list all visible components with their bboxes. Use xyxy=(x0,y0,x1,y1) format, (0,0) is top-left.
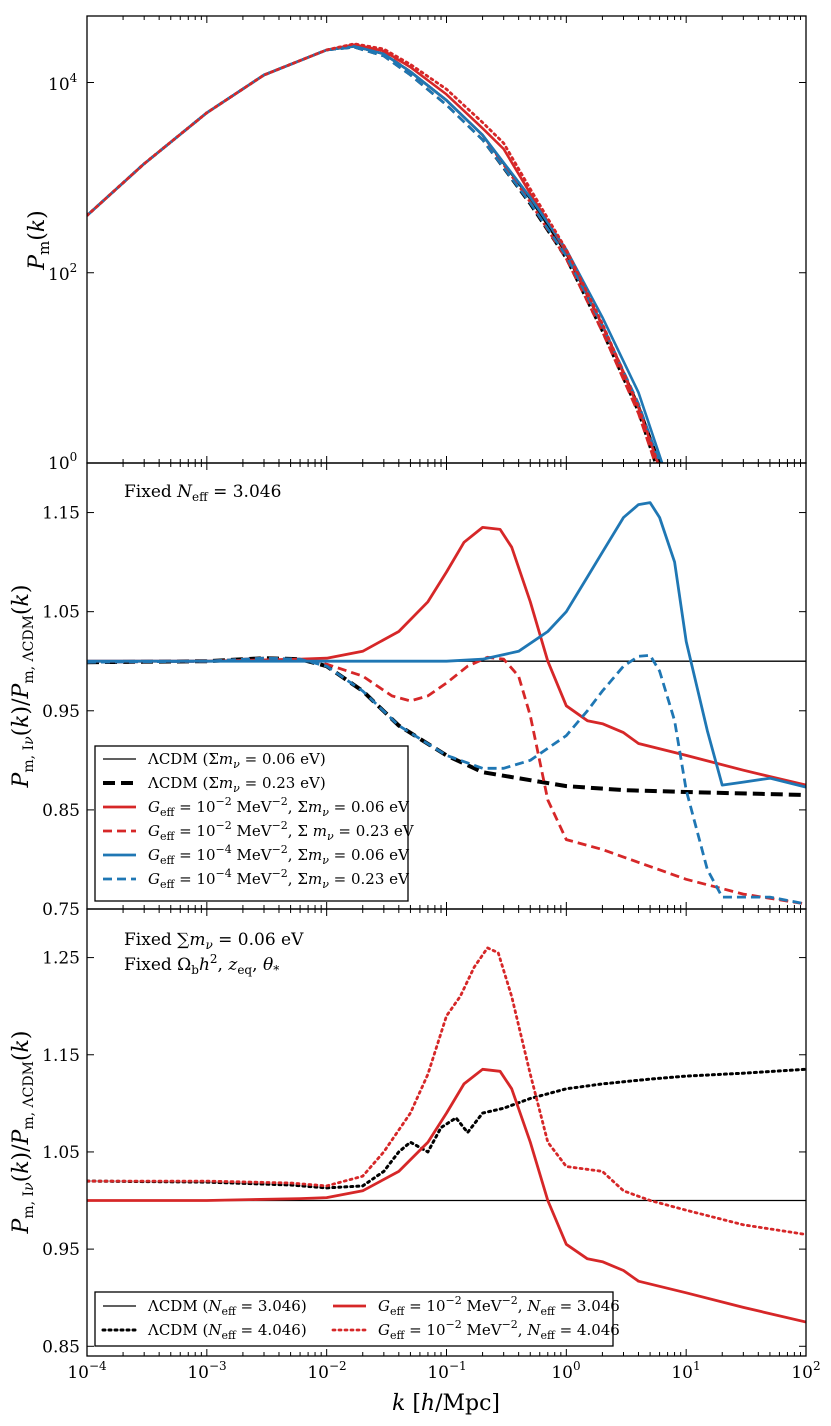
legend-label-lcdm-neff3: ΛCDM (Neff = 3.046) xyxy=(147,1297,307,1318)
ytick-label: 0.85 xyxy=(42,801,80,821)
xtick-label-1e-2: 10−2 xyxy=(307,1359,346,1383)
series-line-2-2 xyxy=(87,1067,806,1324)
ytick-label: 1.15 xyxy=(42,1046,80,1066)
series-line-0-4 xyxy=(87,44,664,463)
ytick-labels-bottom: 0.85 0.95 1.05 1.15 1.25 xyxy=(42,949,80,1358)
y-axis-label-top: Pm(k) xyxy=(25,210,53,271)
annotation-fixed-neff: Fixed Neff = 3.046 xyxy=(124,482,281,504)
xtick-label-1e0: 100 xyxy=(551,1359,580,1383)
ytick-label: 1.15 xyxy=(42,504,80,524)
ytick-label: 0.95 xyxy=(42,1240,80,1260)
frame-top xyxy=(86,15,807,464)
panel-top: 104 102 100 Pm(k) xyxy=(25,15,807,474)
legend-middle: ΛCDM (Σmν = 0.06 eV) ΛCDM (Σmν = 0.23 eV… xyxy=(94,745,415,902)
y-axis-label-middle: Pm, Iν(k)/Pm, ΛCDM(k) xyxy=(9,585,37,789)
series-line-1-2 xyxy=(87,526,806,787)
ticks-top xyxy=(86,16,807,464)
legend-label-geff2-023: Geff = 10−2 MeV−2, Σ mν = 0.23 eV xyxy=(148,819,415,843)
legend-label-geff2-006: Geff = 10−2 MeV−2, Σmν = 0.06 eV xyxy=(148,795,410,819)
panel-bottom: 0.85 0.95 1.05 1.15 1.25 Fixed ∑mν = 0.06 eV… xyxy=(9,908,821,1416)
ticks-bottom xyxy=(86,909,807,1356)
series-line-0-6 xyxy=(87,42,660,463)
series-group-middle xyxy=(87,501,806,906)
series-group-top xyxy=(87,42,664,463)
legend-label-geff-neff3: Geff = 10−2 MeV−2, Neff = 3.046 xyxy=(378,1294,620,1318)
annotation-fixed-omegab: Fixed Ωbh2, zeq, θ* xyxy=(124,952,279,977)
ytick-label: 0.95 xyxy=(42,702,80,722)
ytick-labels-top: 104 102 100 xyxy=(48,71,78,474)
series-line-1-4 xyxy=(87,501,806,789)
legend-handles-middle xyxy=(103,758,136,881)
xtick-label-1e-1: 10−1 xyxy=(427,1359,466,1383)
legend-label-geff4-006: Geff = 10−4 MeV−2, Σmν = 0.06 eV xyxy=(148,843,410,867)
series-line-0-0 xyxy=(87,44,661,463)
series-line-0-5 xyxy=(87,45,661,463)
legend-bottom: ΛCDM (Neff = 3.046) ΛCDM (Neff = 4.046) … xyxy=(94,1291,620,1347)
ytick-label: 0.75 xyxy=(42,900,80,920)
series-group-bottom xyxy=(87,946,806,1324)
ytick-label: 1.25 xyxy=(42,949,80,969)
series-line-2-1 xyxy=(87,1067,806,1190)
ytick-label: 0.85 xyxy=(42,1337,80,1357)
xtick-label-1e2: 102 xyxy=(791,1359,820,1383)
frame-bottom xyxy=(86,908,807,1357)
xtick-label-1e-4: 10−4 xyxy=(67,1359,107,1383)
annotation-fixed-mnu: Fixed ∑mν = 0.06 eV xyxy=(124,930,304,952)
legend-label-lcdm-006: ΛCDM (Σmν = 0.06 eV) xyxy=(147,750,326,771)
xtick-labels: 10−4 10−3 10−2 10−1 100 101 102 xyxy=(67,1359,820,1383)
xtick-label-1e-3: 10−3 xyxy=(187,1359,226,1383)
ytick-label: 1.05 xyxy=(42,1143,80,1163)
legend-box-bottom xyxy=(94,1291,614,1347)
ytick-label-top-1e2: 102 xyxy=(48,261,77,285)
legend-label-geff-neff4: Geff = 10−2 MeV−2, Neff = 4.046 xyxy=(378,1318,620,1342)
x-axis-label: k [h/Mpc] xyxy=(392,1391,500,1416)
legend-box-middle xyxy=(94,745,409,902)
legend-label-lcdm-023: ΛCDM (Σmν = 0.23 eV) xyxy=(147,774,326,795)
legend-handles-bottom xyxy=(101,1304,368,1332)
y-axis-label-bottom: Pm, Iν(k)/Pm, ΛCDM(k) xyxy=(9,1031,37,1235)
legend-label-geff4-023: Geff = 10−4 MeV−2, Σmν = 0.23 eV xyxy=(148,867,410,891)
series-line-1-5 xyxy=(87,653,806,906)
panel-middle: 0.750.850.951.051.15 Fixed Neff = 3.046 … xyxy=(9,462,807,920)
ytick-label: 1.05 xyxy=(42,603,80,623)
ytick-labels-middle: 0.75 0.85 0.95 1.05 1.15 xyxy=(42,504,80,920)
xtick-label-1e1: 101 xyxy=(671,1359,700,1383)
ticks-middle xyxy=(86,463,807,910)
legend-label-lcdm-neff4: ΛCDM (Neff = 4.046) xyxy=(147,1321,307,1342)
series-line-2-3 xyxy=(87,946,806,1236)
ytick-label-top-1e4: 104 xyxy=(48,71,78,95)
ytick-label-top-1e0: 100 xyxy=(48,450,77,474)
series-line-0-2 xyxy=(87,43,660,463)
